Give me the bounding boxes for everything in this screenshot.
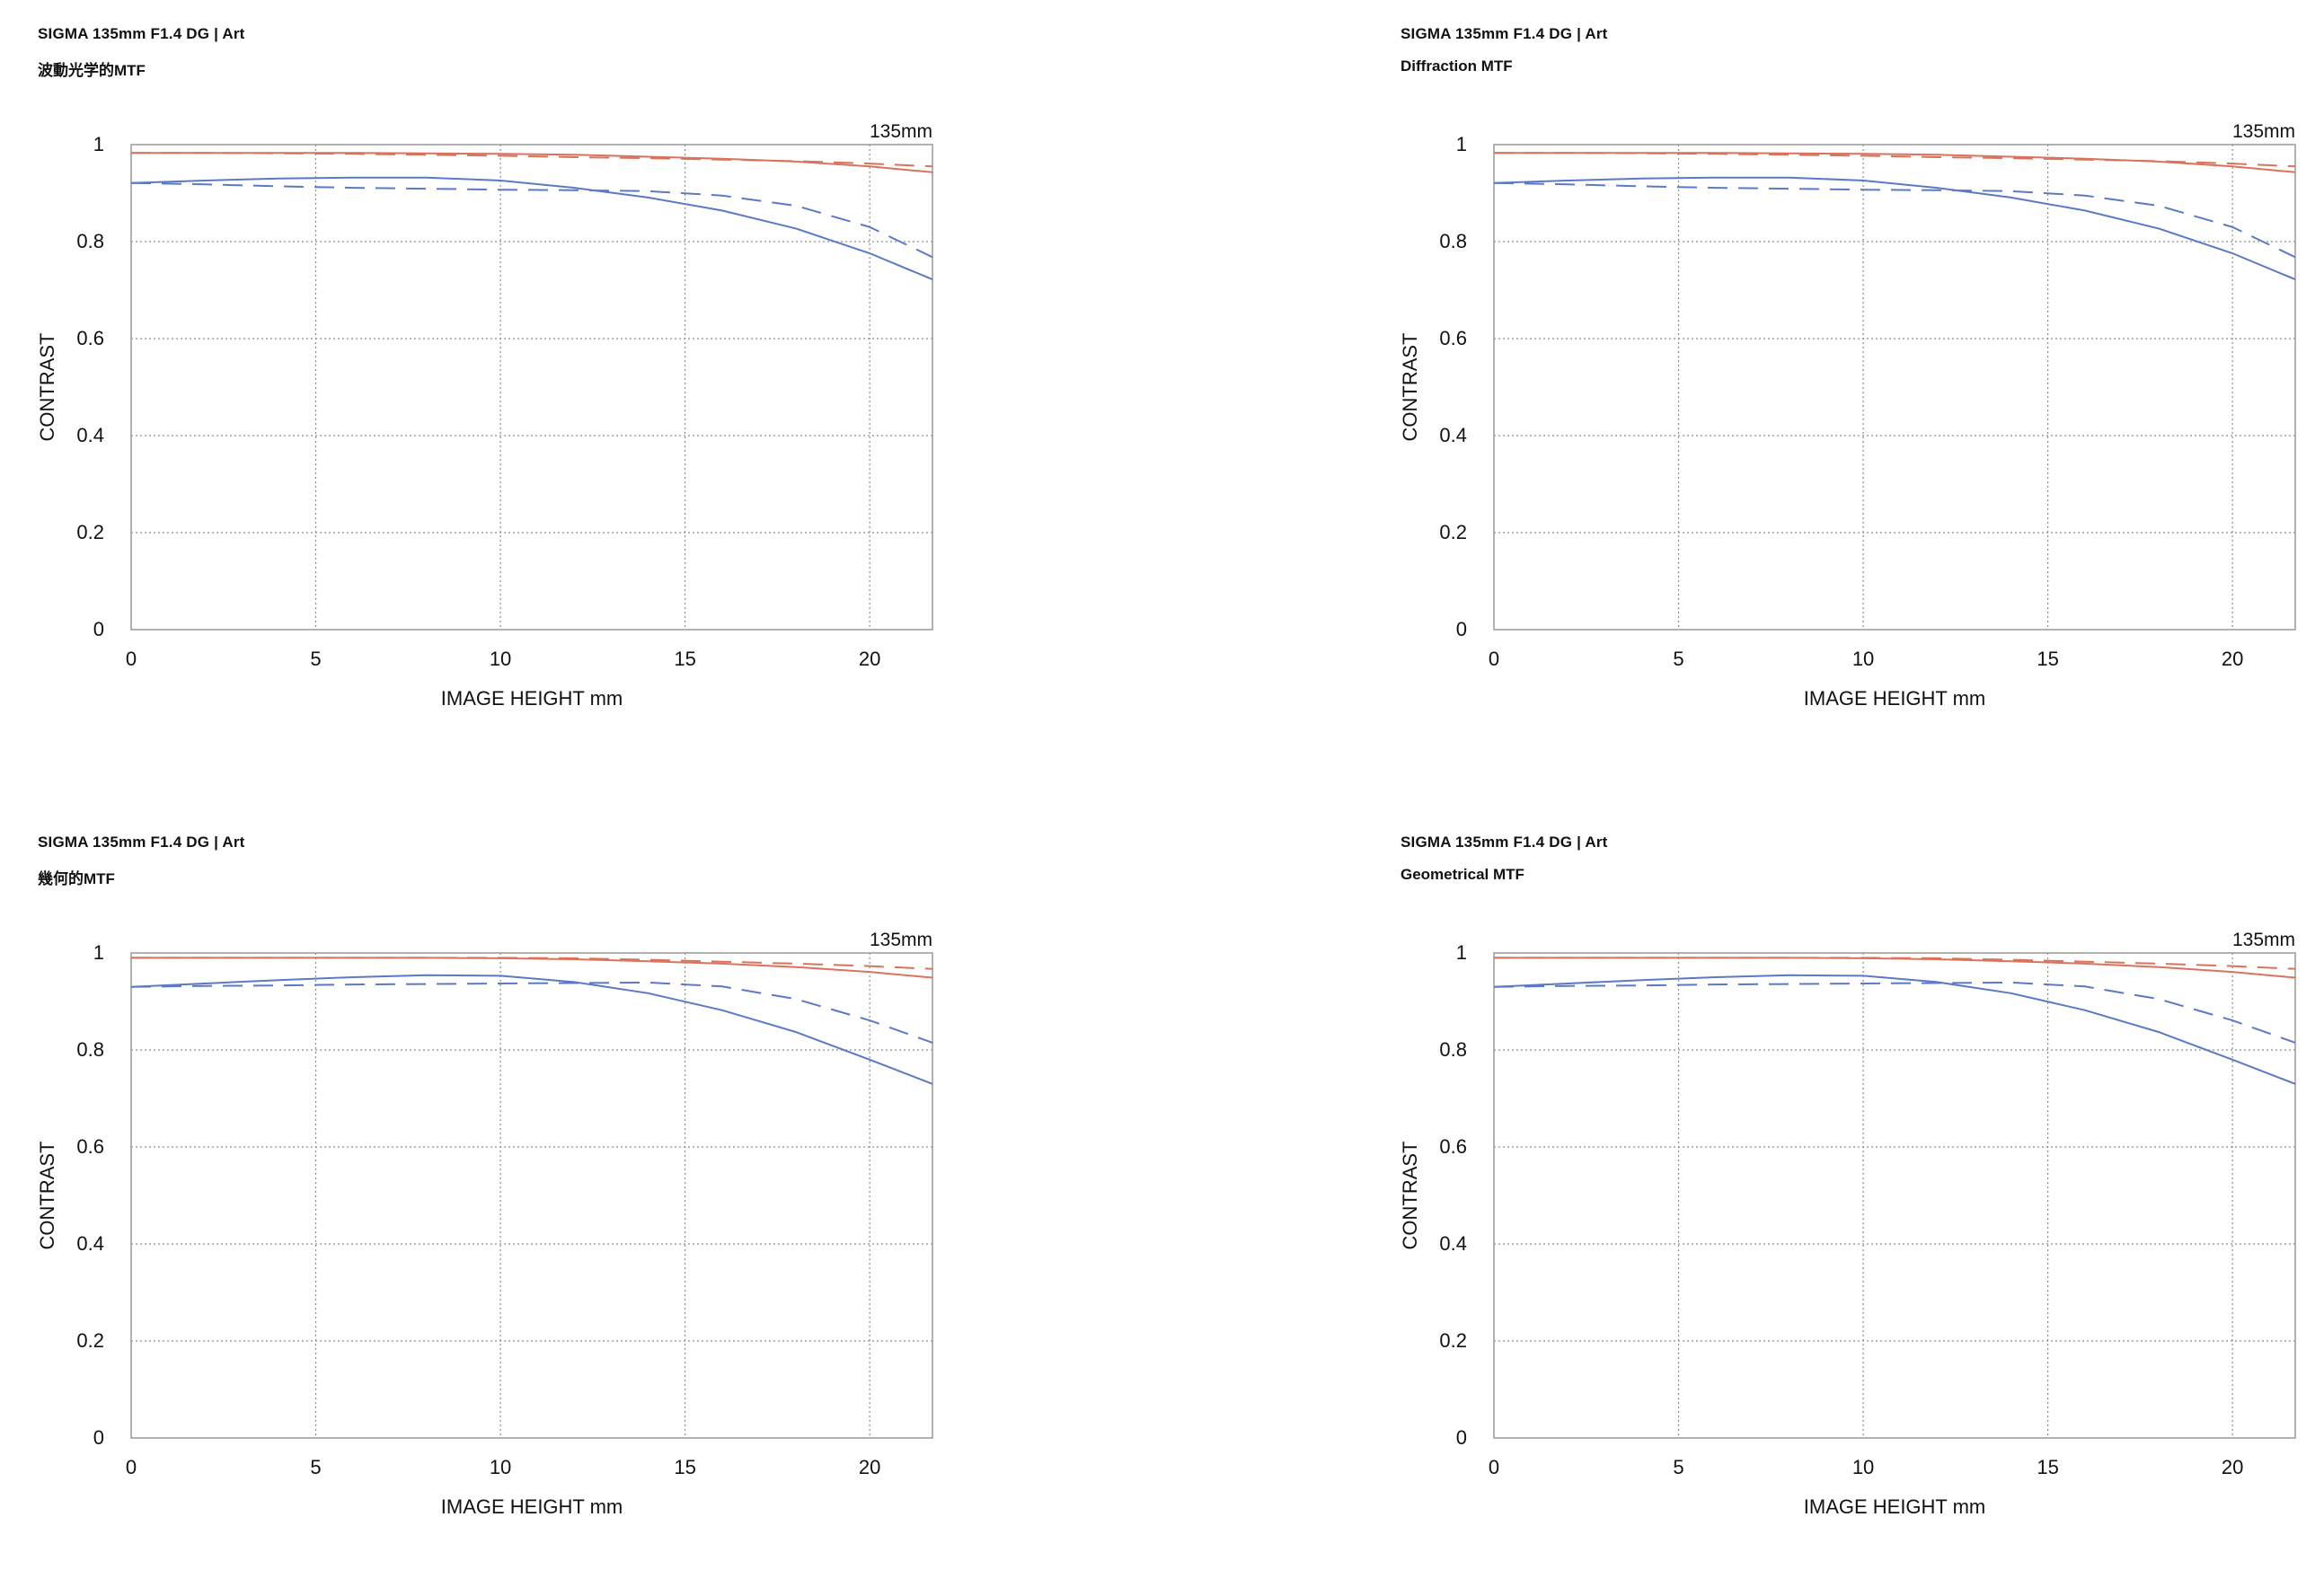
x-axis-label: IMAGE HEIGHT mm [1804,687,1986,710]
y-tick-label: 0.8 [1439,1038,1467,1061]
y-axis-label: CONTRAST [1399,1142,1421,1250]
focal-length-label: 135mm [870,121,932,142]
panel-subtitle: 幾何的MTF [38,870,115,887]
y-tick-label: 0 [93,1426,104,1449]
y-tick-label: 0.4 [1439,1232,1467,1255]
x-axis-label: IMAGE HEIGHT mm [441,687,623,710]
x-tick-label: 20 [859,648,880,670]
x-tick-label: 0 [126,648,137,670]
series-line-meridional-solid [130,176,933,281]
focal-length-label: 135mm [870,930,932,950]
panel-subtitle: Geometrical MTF [1401,866,1524,883]
x-tick-label: 5 [1673,1456,1683,1478]
plot-frame [130,952,933,1439]
panel-subtitle: 波動光学的MTF [38,62,146,79]
panel-title: SIGMA 135mm F1.4 DG | Art [1401,25,1608,42]
x-tick-label: 15 [674,1456,695,1478]
y-tick-label: 0.4 [76,424,104,446]
y-tick-label: 1 [93,941,104,964]
y-tick-label: 0 [1456,1426,1467,1449]
y-tick-label: 0.8 [1439,230,1467,252]
x-tick-label: 10 [1852,1456,1874,1478]
series-line-meridional-solid [130,974,933,1085]
x-tick-label: 15 [2037,648,2058,670]
y-tick-label: 0.8 [76,230,104,252]
y-tick-label: 0.6 [76,1135,104,1158]
y-tick-label: 0.8 [76,1038,104,1061]
y-tick-label: 0 [1456,618,1467,640]
x-tick-label: 0 [126,1456,137,1478]
x-tick-label: 5 [1673,648,1683,670]
series-line-sagittal-dashed [1494,152,2296,168]
mtf-panel-wave-optics: SIGMA 135mm F1.4 DG | Art 波動光学的MTF 0 0.2 0… [36,25,936,762]
x-tick-label: 5 [310,648,321,670]
x-axis-label: IMAGE HEIGHT mm [441,1495,623,1518]
series-line-meridional-dashed [130,181,933,259]
x-tick-label: 10 [490,648,511,670]
x-tick-label: 5 [310,1456,321,1478]
series-line-sagittal-dashed [131,152,933,168]
y-tick-label: 0.4 [1439,424,1467,446]
x-tick-label: 20 [859,1456,880,1478]
plot-frame [1493,144,2296,631]
panel-title: SIGMA 135mm F1.4 DG | Art [38,834,245,851]
x-tick-label: 0 [1489,1456,1499,1478]
mtf-panel-geometrical: SIGMA 135mm F1.4 DG | Art Geometrical MT… [1399,834,2299,1570]
x-tick-label: 0 [1489,648,1499,670]
y-tick-label: 0.6 [1439,327,1467,349]
y-tick-label: 0 [93,618,104,640]
x-tick-label: 20 [2222,648,2243,670]
panel-title: SIGMA 135mm F1.4 DG | Art [1401,834,1608,851]
x-tick-label: 15 [674,648,695,670]
mtf-panel-diffraction: SIGMA 135mm F1.4 DG | Art Diffraction MT… [1399,25,2299,762]
mtf-panel-geometric-ja: SIGMA 135mm F1.4 DG | Art 幾何的MTF 0 0.2 0.4… [36,834,936,1570]
y-tick-label: 0.6 [76,327,104,349]
y-tick-label: 0.2 [1439,521,1467,543]
series-line-meridional-dashed [1493,981,2296,1044]
x-tick-label: 20 [2222,1456,2243,1478]
series-line-sagittal-solid [131,957,933,979]
y-axis-label: CONTRAST [36,333,58,442]
focal-length-label: 135mm [2232,930,2295,950]
series-line-sagittal-dashed [1494,957,2296,970]
y-tick-label: 0.6 [1439,1135,1467,1158]
y-tick-label: 1 [1456,941,1467,964]
plot-frame [130,144,933,631]
panel-title: SIGMA 135mm F1.4 DG | Art [38,25,245,42]
series-line-meridional-solid [1493,974,2296,1085]
series-line-sagittal-dashed [131,957,933,970]
x-tick-label: 10 [490,1456,511,1478]
y-tick-label: 1 [93,133,104,155]
series-line-meridional-dashed [130,981,933,1044]
series-line-meridional-dashed [1493,181,2296,259]
series-line-sagittal-solid [1494,957,2296,979]
y-tick-label: 1 [1456,133,1467,155]
y-axis-label: CONTRAST [36,1142,58,1250]
x-tick-label: 10 [1852,648,1874,670]
y-tick-label: 0.2 [1439,1329,1467,1352]
x-tick-label: 15 [2037,1456,2058,1478]
plot-frame [1493,952,2296,1439]
focal-length-label: 135mm [2232,121,2295,142]
series-line-meridional-solid [1493,176,2296,281]
y-tick-label: 0.4 [76,1232,104,1255]
y-tick-label: 0.2 [76,1329,104,1352]
x-axis-label: IMAGE HEIGHT mm [1804,1495,1986,1518]
panel-subtitle: Diffraction MTF [1401,57,1513,75]
y-tick-label: 0.2 [76,521,104,543]
y-axis-label: CONTRAST [1399,333,1421,442]
